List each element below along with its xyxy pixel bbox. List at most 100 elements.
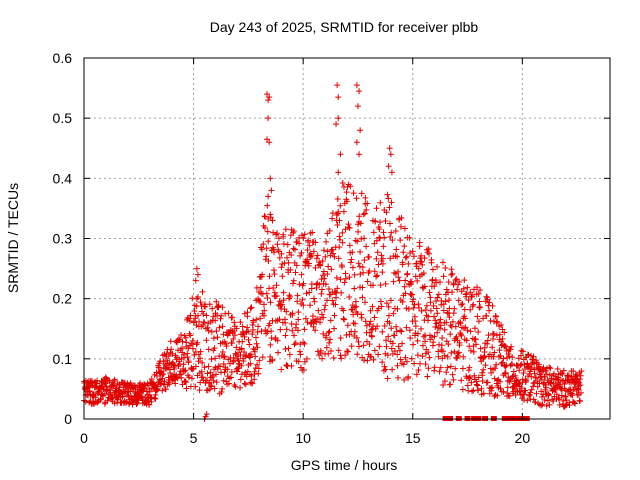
data-point (509, 354, 516, 361)
data-point (219, 349, 226, 356)
data-point (327, 336, 334, 343)
data-point (290, 277, 297, 284)
data-point (359, 294, 366, 301)
data-point (270, 267, 277, 274)
data-point (460, 353, 467, 360)
data-point (159, 352, 166, 359)
data-point (520, 370, 527, 377)
data-point (494, 377, 501, 384)
data-point (484, 337, 491, 344)
data-point (477, 287, 484, 294)
data-point (141, 385, 148, 392)
data-point (238, 345, 245, 352)
data-point (199, 359, 206, 366)
data-point (461, 306, 468, 313)
data-point (335, 115, 342, 122)
data-point (410, 304, 417, 311)
data-point (232, 383, 239, 390)
data-point (313, 255, 320, 262)
data-point (421, 283, 428, 290)
data-point (436, 368, 443, 375)
data-point (478, 385, 485, 392)
data-point (192, 277, 199, 284)
data-point (403, 324, 410, 331)
data-point (480, 366, 487, 373)
data-point (346, 293, 353, 300)
data-point (370, 356, 377, 363)
data-point (489, 384, 496, 391)
data-point (522, 387, 529, 394)
data-point (384, 352, 391, 359)
data-point (265, 115, 272, 122)
data-point (355, 228, 362, 235)
data-point (431, 333, 438, 340)
data-point (322, 302, 329, 309)
data-point (219, 304, 226, 311)
data-point (276, 316, 283, 323)
data-point (434, 310, 441, 317)
data-point (294, 327, 301, 334)
data-point (394, 253, 401, 260)
data-point (482, 362, 489, 369)
data-point (334, 196, 341, 203)
data-point (459, 365, 466, 372)
data-point (219, 323, 226, 330)
data-point (210, 335, 217, 342)
data-point (225, 310, 232, 317)
data-point (447, 331, 454, 338)
data-point (517, 388, 524, 395)
data-point (354, 103, 361, 110)
data-point (356, 343, 363, 350)
data-point (452, 323, 459, 330)
data-point (219, 385, 226, 392)
data-point (84, 384, 91, 391)
data-point (394, 362, 401, 369)
data-point (234, 365, 241, 372)
data-point (516, 388, 523, 395)
data-point (374, 249, 381, 256)
data-points (81, 82, 585, 422)
data-point (374, 272, 381, 279)
data-point (241, 380, 248, 387)
data-point (489, 344, 496, 351)
data-point (255, 365, 262, 372)
data-point (160, 371, 167, 378)
data-point (517, 362, 524, 369)
data-point (388, 297, 395, 304)
data-point (336, 217, 343, 224)
data-point (313, 284, 320, 291)
data-point (262, 213, 269, 220)
data-point (87, 398, 94, 405)
data-point (396, 347, 403, 354)
data-point (331, 325, 338, 332)
data-point (512, 391, 519, 398)
data-point (347, 259, 354, 266)
data-point (515, 380, 522, 387)
data-point (348, 256, 355, 263)
data-point (418, 325, 425, 332)
data-point (375, 351, 382, 358)
data-point (260, 241, 267, 248)
data-point (270, 285, 277, 292)
data-point (454, 286, 461, 293)
data-point (312, 264, 319, 271)
data-point (419, 353, 426, 360)
data-point (497, 378, 504, 385)
data-point (330, 354, 337, 361)
data-point (340, 208, 347, 215)
data-point (210, 377, 217, 384)
data-point (435, 291, 442, 298)
data-point (205, 327, 212, 334)
data-point (291, 332, 298, 339)
data-point (361, 235, 368, 242)
data-point (483, 312, 490, 319)
data-point (486, 299, 493, 306)
data-point (279, 301, 286, 308)
data-point (497, 385, 504, 392)
data-point (325, 350, 332, 357)
data-point (380, 243, 387, 250)
data-point (442, 265, 449, 272)
data-point (445, 341, 452, 348)
data-point (323, 238, 330, 245)
data-point (213, 371, 220, 378)
